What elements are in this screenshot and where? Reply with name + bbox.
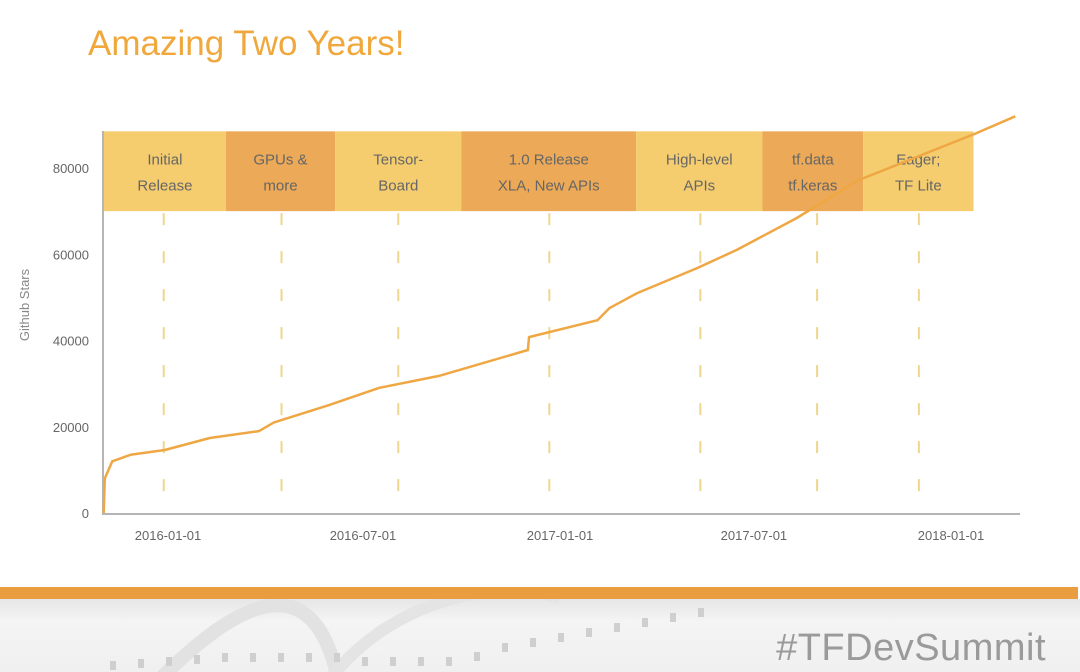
decorative-dot <box>334 653 340 662</box>
milestone-band <box>762 131 864 212</box>
decorative-dot <box>166 657 172 666</box>
decorative-dot <box>138 659 144 668</box>
milestone-label: TF Lite <box>895 177 942 194</box>
decorative-dot <box>362 657 368 666</box>
x-tick-label: 2017-01-01 <box>527 528 594 543</box>
decorative-dot <box>194 655 200 664</box>
milestone-markers <box>162 213 920 512</box>
decorative-dot <box>642 618 648 627</box>
slide-footer: #TFDevSummit <box>0 599 1080 672</box>
decorative-dot <box>446 657 452 666</box>
decorative-dot <box>418 657 424 666</box>
milestone-label: Eager; <box>896 151 940 168</box>
accent-bar <box>0 587 1078 599</box>
milestone-band <box>636 131 763 212</box>
milestone-label: Initial <box>147 151 182 168</box>
x-tick-label: 2016-07-01 <box>330 528 397 543</box>
milestone-label: more <box>263 177 297 194</box>
decorative-dots <box>110 599 704 672</box>
github-stars-chart: Initial Release GPUs & more Tensor- Board 1.0 … <box>17 115 1020 543</box>
y-tick-label: 20000 <box>53 420 89 435</box>
y-tick-labels: 0 20000 40000 60000 80000 <box>53 161 89 521</box>
x-tick-label: 2017-07-01 <box>721 528 788 543</box>
y-tick-label: 60000 <box>53 247 89 262</box>
milestone-label: tf.data <box>792 151 834 168</box>
event-hashtag: #TFDevSummit <box>776 627 1046 669</box>
decorative-dot <box>222 653 228 662</box>
milestone-label: High-level <box>666 151 733 168</box>
y-axis-label: Github Stars <box>17 268 32 341</box>
milestone-band <box>335 131 462 212</box>
y-tick-label: 0 <box>82 506 89 521</box>
milestone-label: tf.keras <box>788 177 837 194</box>
y-tick-label: 40000 <box>53 334 89 349</box>
milestone-band <box>225 131 336 212</box>
milestone-label: Tensor- <box>373 151 423 168</box>
decorative-dot <box>474 652 480 661</box>
milestone-label: APIs <box>683 177 715 194</box>
decorative-dot <box>530 638 536 647</box>
x-tick-label: 2016-01-01 <box>135 528 202 543</box>
decorative-dot <box>670 613 676 622</box>
milestone-bands: Initial Release GPUs & more Tensor- Board 1.0 … <box>104 131 974 212</box>
decorative-dot <box>110 661 116 670</box>
milestone-band <box>461 131 637 212</box>
decorative-dot <box>390 657 396 666</box>
decorative-dot <box>502 643 508 652</box>
decorative-dot <box>614 623 620 632</box>
milestone-label: GPUs & <box>253 151 307 168</box>
milestone-band <box>104 131 226 212</box>
x-tick-label: 2018-01-01 <box>918 528 985 543</box>
milestone-label: Board <box>378 177 418 194</box>
milestone-label: XLA, New APIs <box>498 177 600 194</box>
decorative-dot <box>558 633 564 642</box>
decorative-dot <box>306 653 312 662</box>
decorative-dot <box>698 608 704 617</box>
series-line-github-stars <box>102 115 1016 514</box>
decorative-dot <box>250 653 256 662</box>
slide-title: Amazing Two Years! <box>88 24 405 63</box>
y-tick-label: 80000 <box>53 161 89 176</box>
decorative-dot <box>278 653 284 662</box>
x-tick-labels: 2016-01-01 2016-07-01 2017-01-01 2017-07-01… <box>135 528 985 543</box>
milestone-label: 1.0 Release <box>509 151 589 168</box>
decorative-dot <box>586 628 592 637</box>
milestone-label: Release <box>137 177 192 194</box>
